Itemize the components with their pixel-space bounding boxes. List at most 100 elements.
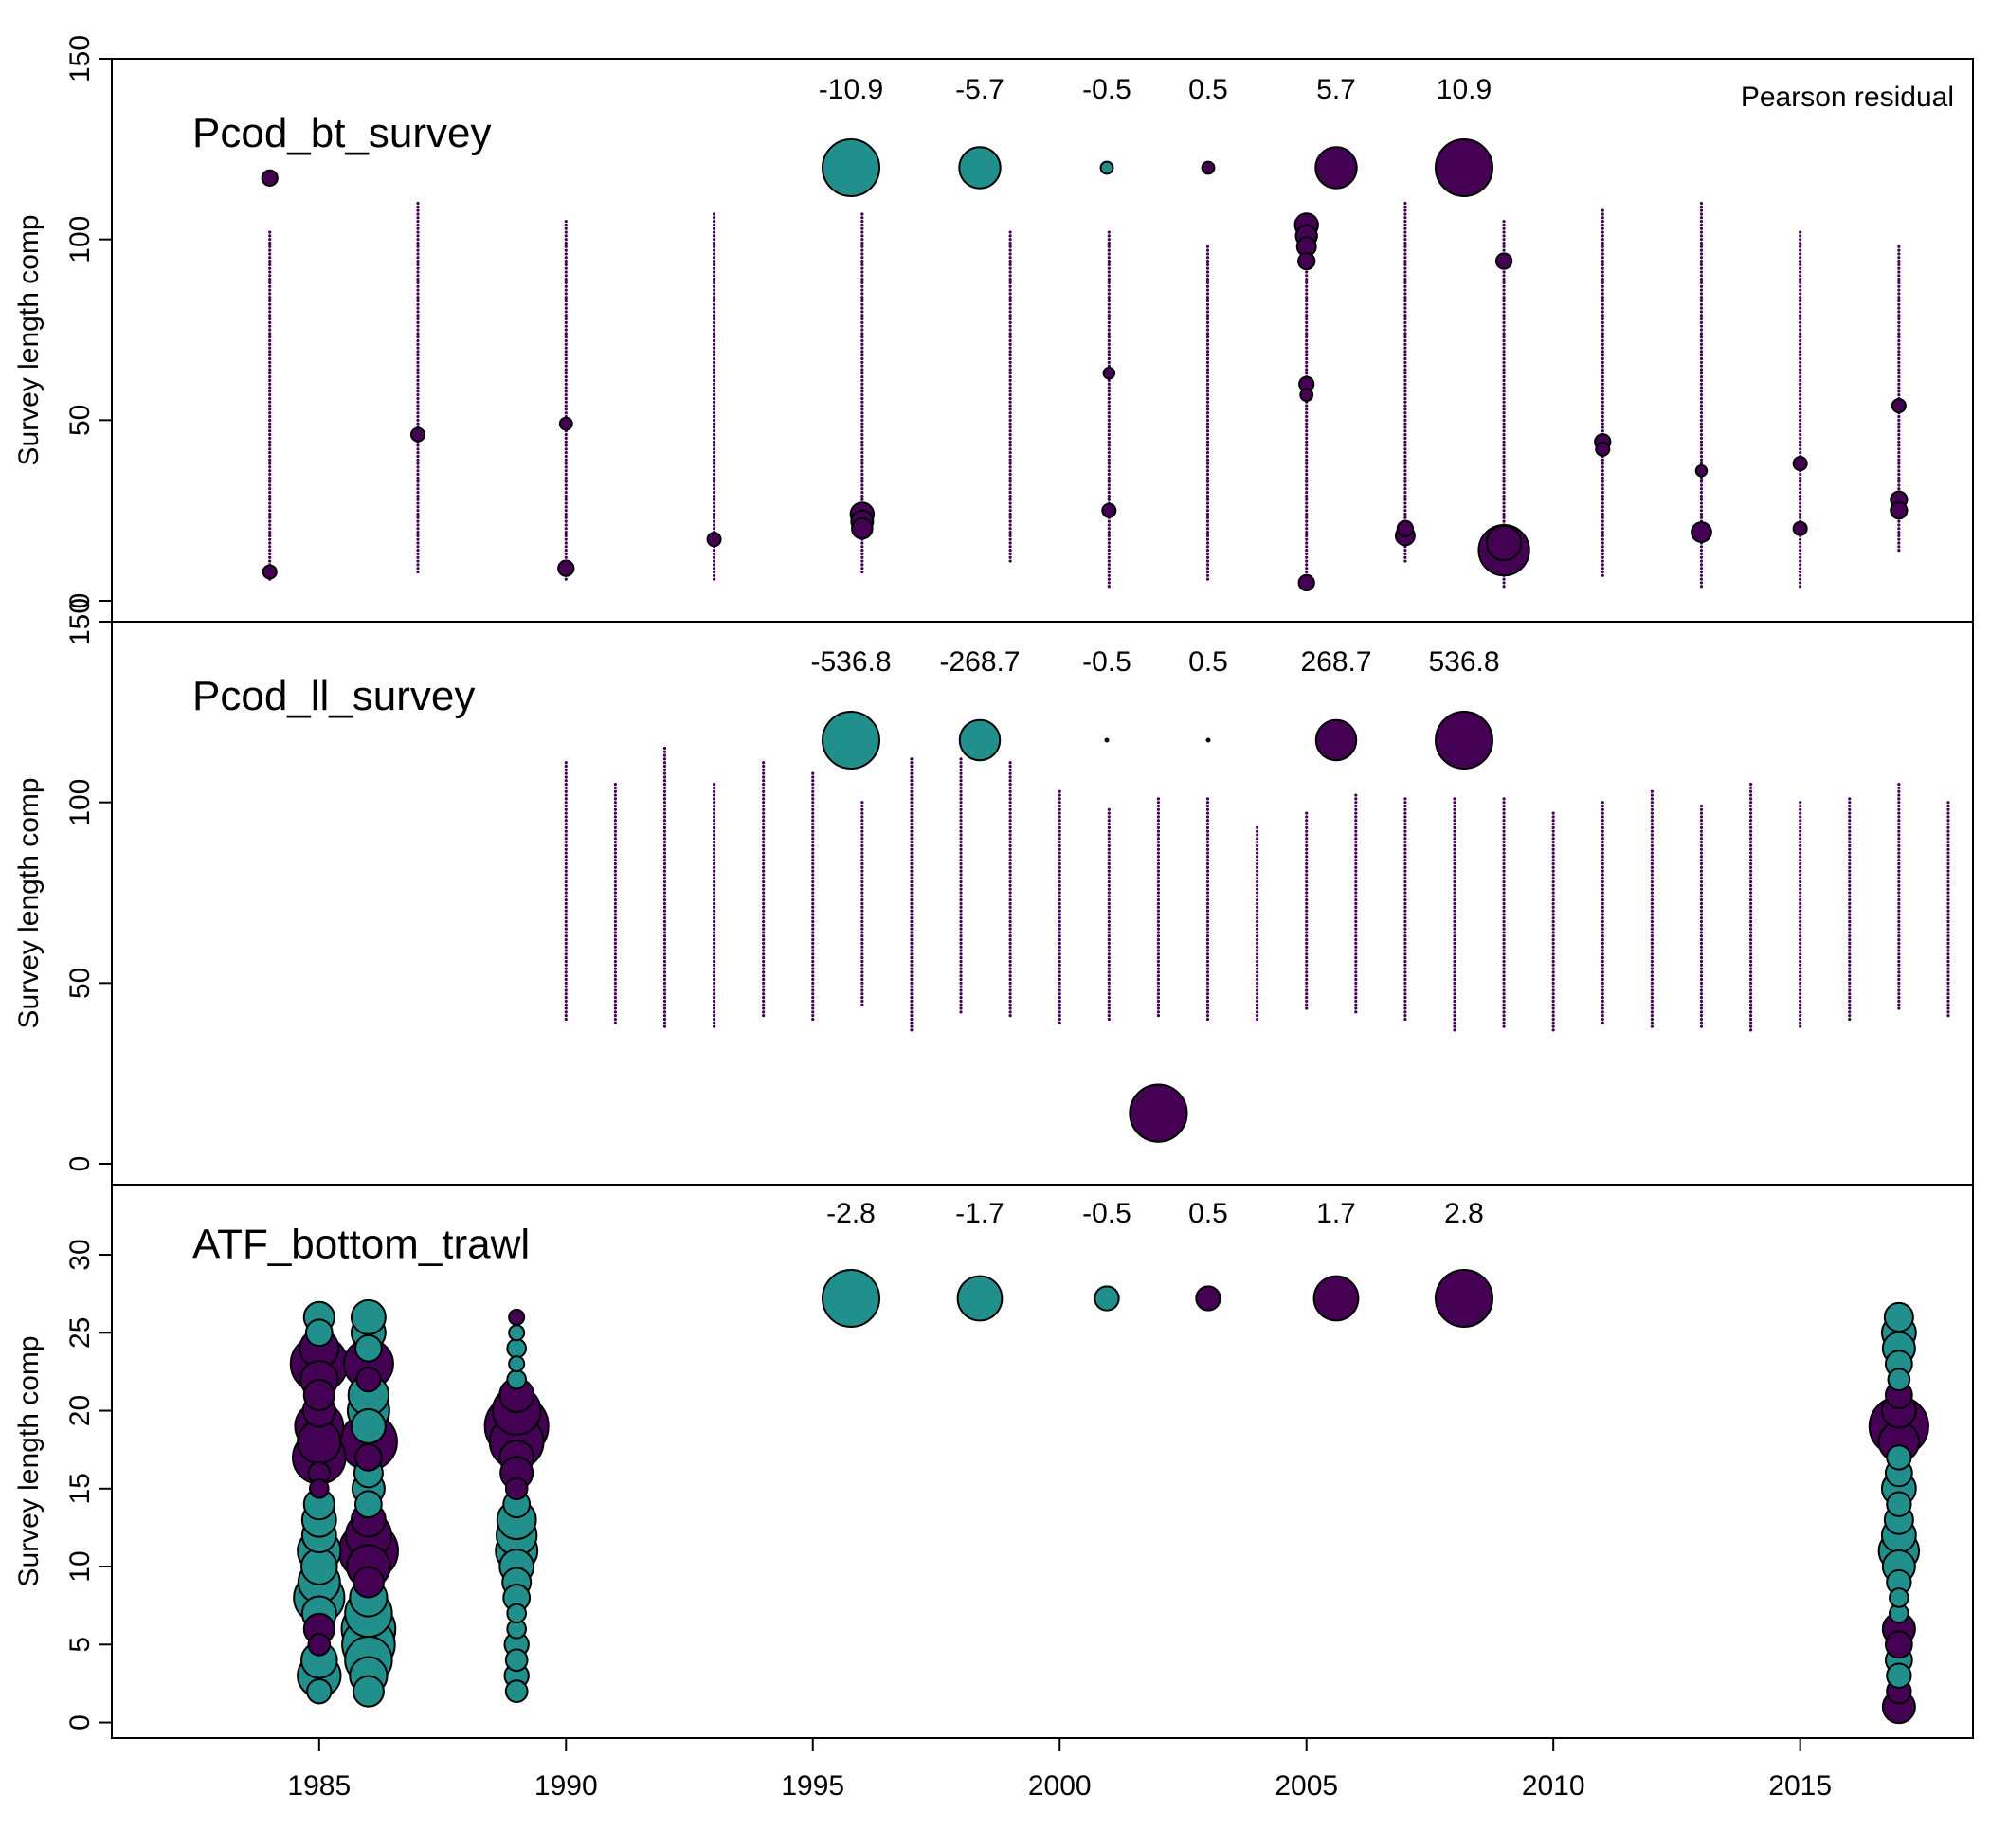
residual-point <box>268 314 272 317</box>
residual-point <box>1601 332 1604 335</box>
residual-bubble <box>1886 1662 1912 1689</box>
residual-point <box>811 804 815 808</box>
residual-point <box>811 988 815 992</box>
residual-point <box>712 887 716 891</box>
residual-point <box>613 1021 617 1024</box>
residual-point <box>1502 905 1506 909</box>
residual-point <box>1699 205 1704 208</box>
residual-point <box>1699 270 1704 274</box>
residual-point <box>1205 869 1210 873</box>
residual-point <box>1601 310 1604 314</box>
residual-point <box>1205 480 1210 483</box>
residual-point <box>1897 801 1901 805</box>
residual-point <box>712 577 716 581</box>
residual-point <box>1008 364 1012 368</box>
residual-point <box>1008 1014 1012 1018</box>
residual-point <box>712 483 716 487</box>
residual-point <box>1305 469 1309 473</box>
residual-point <box>613 967 617 970</box>
residual-point <box>662 843 667 848</box>
residual-point <box>1305 310 1309 314</box>
residual-point <box>1897 368 1901 371</box>
residual-point <box>1897 804 1901 808</box>
residual-point <box>1799 487 1802 491</box>
residual-point <box>1205 252 1210 256</box>
residual-point <box>1699 811 1704 815</box>
residual-point <box>1502 226 1506 230</box>
residual-point <box>1601 281 1604 285</box>
residual-point <box>1699 956 1704 960</box>
residual-bubble <box>1883 1301 1914 1332</box>
residual-bubble <box>304 1318 334 1348</box>
residual-point <box>712 937 716 942</box>
residual-point <box>1946 841 1950 844</box>
residual-point <box>1354 833 1358 837</box>
residual-point <box>712 371 716 375</box>
residual-point <box>1305 895 1309 898</box>
residual-point <box>1650 1017 1654 1022</box>
residual-point <box>1848 898 1852 902</box>
residual-point <box>564 851 568 855</box>
residual-point <box>1256 977 1259 982</box>
residual-point <box>564 241 568 245</box>
residual-point <box>712 320 716 324</box>
residual-point <box>1502 483 1506 487</box>
residual-point <box>1058 873 1061 877</box>
residual-point <box>762 937 766 942</box>
residual-bubble <box>504 1679 529 1703</box>
residual-point <box>1354 811 1358 815</box>
residual-point <box>712 259 716 263</box>
residual-point <box>662 847 667 851</box>
residual-point <box>1848 941 1852 945</box>
residual-point <box>959 851 963 855</box>
residual-point <box>712 436 716 440</box>
residual-point <box>712 317 716 321</box>
residual-point <box>1601 877 1604 880</box>
residual-point <box>662 807 667 811</box>
residual-point <box>811 891 815 895</box>
residual-point <box>1058 843 1061 848</box>
residual-point <box>1107 462 1111 465</box>
residual-point <box>1799 869 1802 873</box>
residual-point <box>910 1028 914 1032</box>
residual-point <box>1748 801 1753 805</box>
residual-point <box>1848 1014 1852 1018</box>
residual-point <box>1305 270 1309 274</box>
residual-point <box>1897 444 1901 447</box>
residual-point <box>1107 941 1111 945</box>
residual-point <box>1502 898 1506 902</box>
residual-point <box>1601 934 1604 938</box>
residual-point <box>1502 241 1506 245</box>
residual-point <box>910 909 914 913</box>
residual-point <box>1601 999 1604 1003</box>
residual-point <box>1205 988 1210 992</box>
residual-point <box>1897 783 1901 787</box>
residual-point <box>564 901 568 906</box>
residual-point <box>662 859 667 862</box>
residual-point <box>910 941 914 945</box>
residual-point <box>811 822 815 826</box>
residual-point <box>712 256 716 260</box>
residual-point <box>1403 364 1407 368</box>
residual-point <box>1403 201 1407 206</box>
residual-point <box>1453 945 1456 949</box>
residual-point <box>1403 905 1407 909</box>
residual-point <box>613 819 617 823</box>
residual-point <box>1107 465 1111 469</box>
residual-point <box>1305 281 1309 285</box>
residual-point <box>860 274 864 278</box>
residual-bubble <box>851 516 874 540</box>
residual-point <box>1650 916 1654 920</box>
residual-point <box>1205 266 1210 270</box>
residual-point <box>959 952 963 956</box>
residual-point <box>1699 310 1704 314</box>
residual-point <box>1699 491 1704 495</box>
residual-point <box>268 360 272 364</box>
residual-point <box>860 216 864 220</box>
residual-point <box>1848 841 1852 844</box>
residual-point <box>1601 869 1604 873</box>
residual-point <box>1205 977 1210 982</box>
residual-point <box>860 212 864 216</box>
residual-point <box>1008 266 1012 270</box>
residual-point <box>1403 498 1407 501</box>
